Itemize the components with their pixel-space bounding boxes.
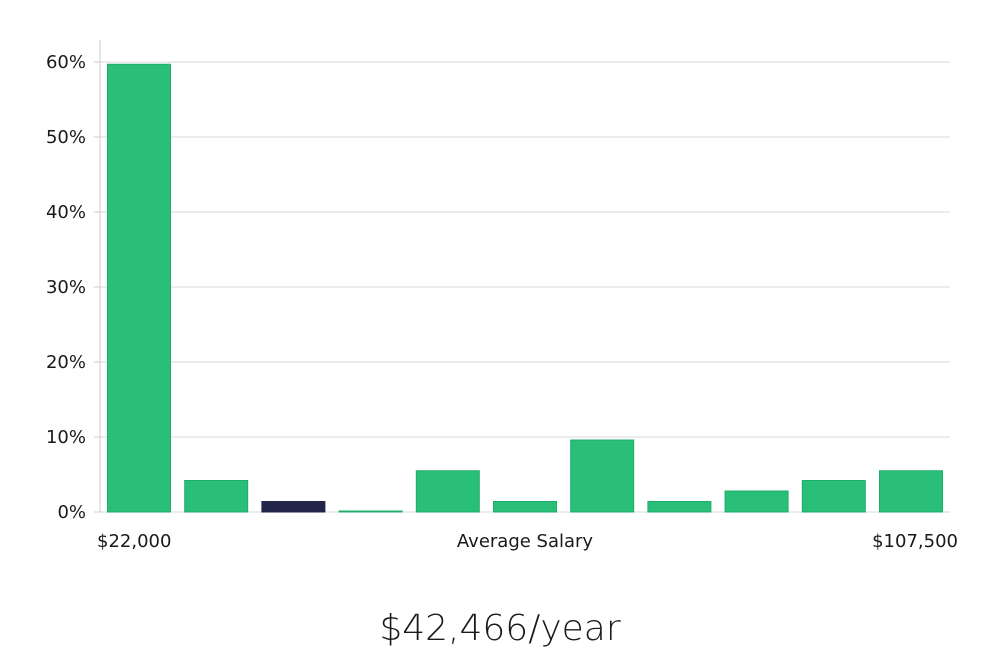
y-tick-label: 40% <box>46 202 86 223</box>
bars <box>107 63 943 513</box>
y-axis-ticks: 0% 10% 20% 30% 40% 50% 60% <box>46 52 100 523</box>
bar <box>724 490 789 513</box>
bar <box>107 63 171 513</box>
y-tick-label: 60% <box>46 52 86 73</box>
bar <box>415 470 480 513</box>
bar <box>338 510 403 513</box>
bar <box>647 501 712 513</box>
salary-histogram-chart: 0% 10% 20% 30% 40% 50% 60% $22,000 Average Sal… <box>46 40 958 552</box>
y-tick-label: 50% <box>46 127 86 148</box>
y-tick-label: 20% <box>46 352 86 373</box>
bar <box>570 439 635 513</box>
x-min-label: $22,000 <box>97 531 171 552</box>
average-salary-value: $42,466/year <box>379 608 621 649</box>
x-max-label: $107,500 <box>872 531 958 552</box>
bar <box>879 470 943 513</box>
x-axis-label: Average Salary <box>457 531 594 552</box>
y-tick-label: 0% <box>57 502 86 523</box>
y-tick-label: 10% <box>46 427 86 448</box>
grid-lines <box>100 61 950 513</box>
bar <box>801 480 866 513</box>
bar-highlighted <box>261 501 326 513</box>
y-tick-label: 30% <box>46 277 86 298</box>
bar <box>184 480 249 513</box>
bar <box>493 501 557 513</box>
